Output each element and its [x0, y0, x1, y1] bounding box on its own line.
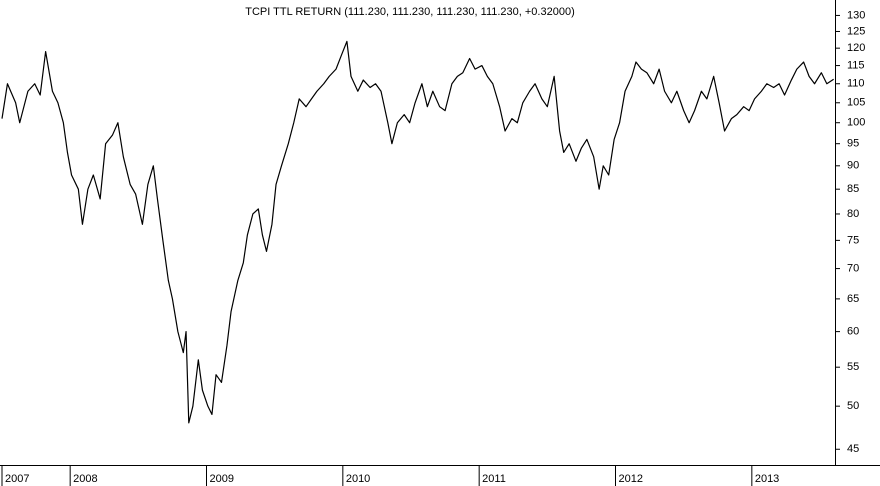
y-tick-label: 90 [847, 160, 859, 172]
y-tick-label: 105 [847, 97, 865, 109]
y-tick-label: 110 [847, 78, 865, 90]
x-tick-label: 2011 [482, 473, 506, 485]
y-tick-label: 60 [847, 326, 859, 338]
x-tick-label: 2012 [619, 473, 643, 485]
y-tick-label: 55 [847, 361, 859, 373]
y-tick-label: 50 [847, 400, 859, 412]
y-tick-label: 70 [847, 262, 859, 274]
y-tick-label: 115 [847, 59, 865, 71]
chart-title: TCPI TTL RETURN (111.230, 111.230, 111.2… [245, 6, 574, 18]
y-tick-label: 100 [847, 117, 865, 129]
y-tick-label: 125 [847, 25, 865, 37]
x-tick-label: 2008 [73, 473, 97, 485]
y-tick-label: 120 [847, 42, 865, 54]
y-tick-label: 130 [847, 9, 865, 21]
y-tick-label: 75 [847, 234, 859, 246]
y-tick-label: 95 [847, 138, 859, 150]
x-tick-label: 2007 [5, 473, 29, 485]
y-tick-label: 45 [847, 443, 859, 455]
x-tick-label: 2009 [210, 473, 234, 485]
x-tick-label: 2013 [755, 473, 779, 485]
x-tick-label: 2010 [346, 473, 370, 485]
y-tick-label: 80 [847, 208, 859, 220]
y-tick-label: 85 [847, 183, 859, 195]
price-line [1, 40, 834, 424]
y-tick-label: 65 [847, 293, 859, 305]
